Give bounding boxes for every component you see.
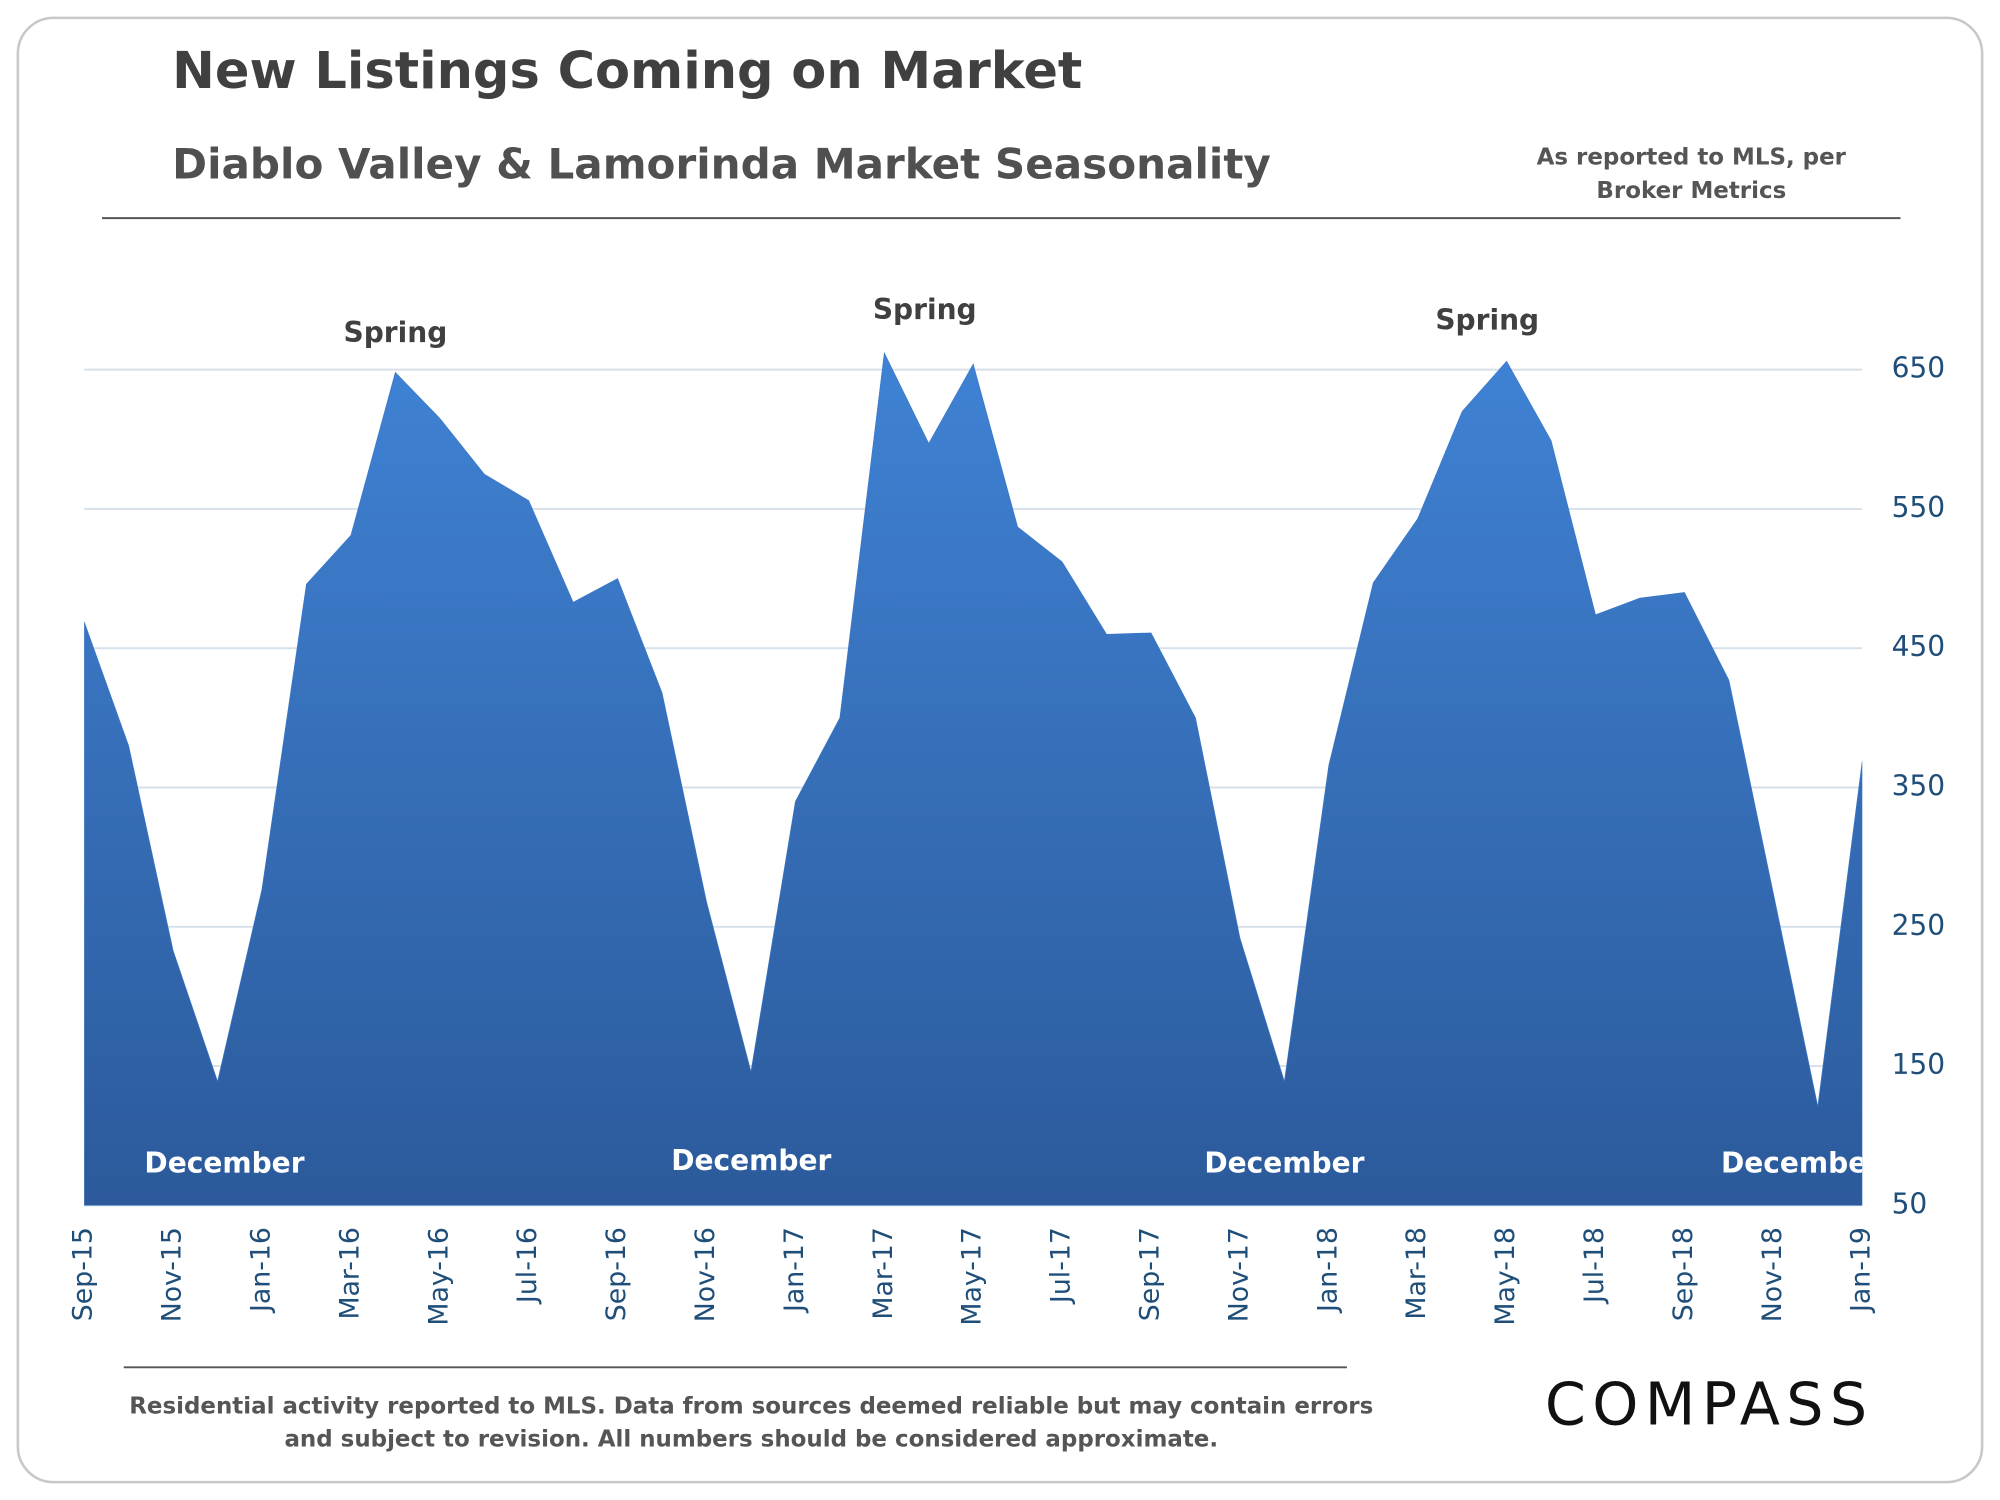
x-tick-label: Nov-15 (157, 1227, 188, 1322)
x-tick-label: Nov-18 (1757, 1227, 1788, 1322)
source-note: As reported to MLS, per (1537, 145, 1847, 171)
chart-subtitle: Diablo Valley & Lamorinda Market Seasona… (172, 140, 1271, 189)
x-tick-label: Jan-16 (245, 1227, 276, 1314)
y-tick-label: 250 (1892, 909, 1946, 942)
area (84, 351, 1863, 1206)
x-tick-label: Sep-17 (1135, 1227, 1166, 1321)
annotation: December (1204, 1147, 1364, 1180)
x-tick-label: Nov-17 (1223, 1227, 1254, 1322)
x-tick-label: Mar-16 (334, 1227, 365, 1320)
x-tick-label: Jul-16 (512, 1227, 543, 1305)
x-tick-label: Jan-17 (779, 1227, 810, 1314)
x-tick-label: May-16 (423, 1227, 454, 1326)
annotation: December (1721, 1147, 1881, 1180)
x-tick-label: Jul-17 (1046, 1227, 1077, 1305)
annotation: Spring (344, 316, 448, 349)
annotation: December (671, 1144, 831, 1177)
x-tick-label: Mar-18 (1401, 1227, 1432, 1320)
x-tick-label: May-18 (1490, 1227, 1521, 1326)
x-tick-label: Jan-18 (1312, 1227, 1343, 1314)
y-tick-label: 450 (1892, 630, 1946, 663)
x-tick-label: Sep-16 (601, 1227, 632, 1321)
logo: COMPASS (1545, 1370, 1874, 1438)
x-tick-label: Nov-16 (690, 1227, 721, 1322)
annotation: December (144, 1147, 304, 1180)
annotation: Spring (873, 293, 977, 326)
x-tick-label: Jan-19 (1846, 1227, 1877, 1314)
chart-title: New Listings Coming on Market (172, 42, 1082, 101)
footnote: Residential activity reported to MLS. Da… (129, 1393, 1373, 1419)
x-tick-label: Sep-18 (1668, 1227, 1699, 1321)
y-tick-label: 150 (1892, 1048, 1946, 1081)
y-tick-label: 350 (1892, 769, 1946, 802)
x-tick-label: Jul-18 (1579, 1227, 1610, 1305)
source-note: Broker Metrics (1596, 178, 1786, 204)
y-tick-label: 550 (1892, 491, 1946, 524)
x-tick-label: May-17 (957, 1227, 988, 1326)
x-tick-label: Sep-15 (68, 1227, 99, 1321)
annotation: Spring (1435, 303, 1539, 336)
y-tick-label: 50 (1892, 1187, 1928, 1220)
y-tick-label: 650 (1892, 352, 1946, 385)
x-tick-label: Mar-17 (868, 1227, 899, 1320)
footnote: and subject to revision. All numbers sho… (284, 1427, 1218, 1453)
